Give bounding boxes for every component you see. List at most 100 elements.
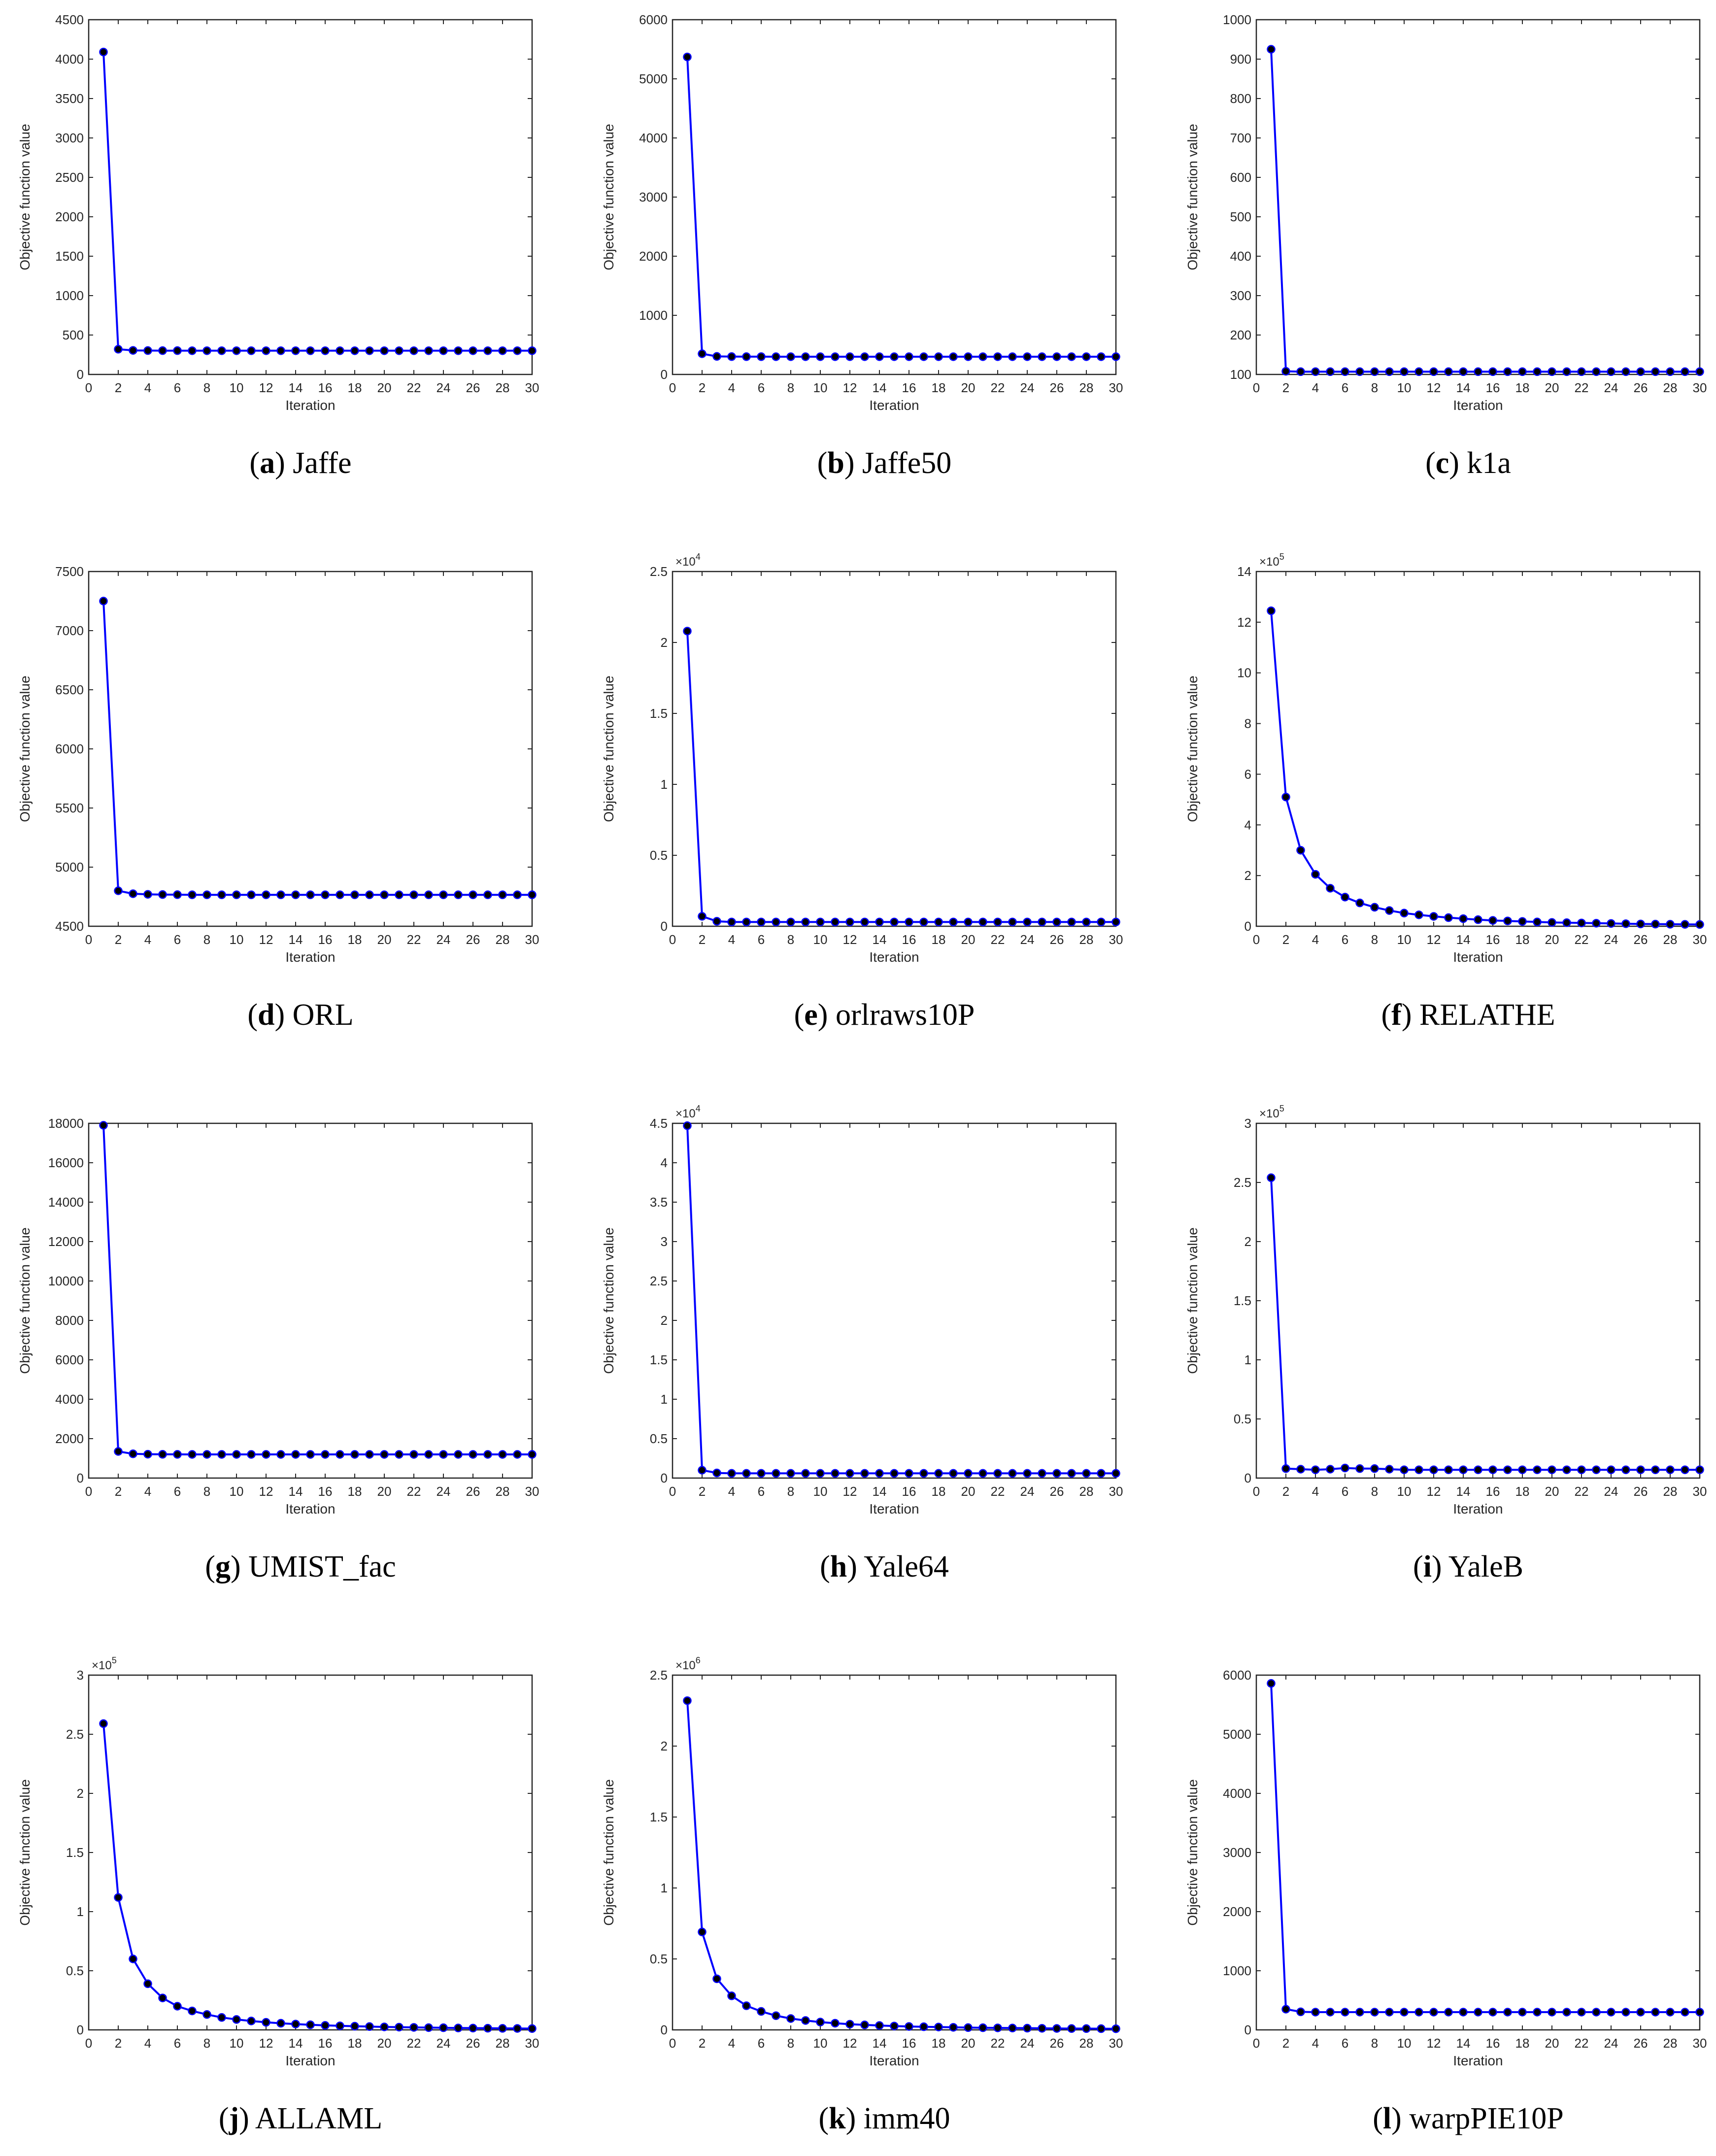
x-axis-label: Iteration bbox=[1453, 949, 1503, 965]
x-tick-label: 18 bbox=[932, 2036, 946, 2051]
x-tick-label: 14 bbox=[289, 932, 303, 947]
data-point bbox=[919, 1469, 928, 1478]
y-axis-label: Objective function value bbox=[17, 124, 33, 270]
y-tick-label: 3000 bbox=[55, 131, 84, 145]
y-tick-label: 2.5 bbox=[1234, 1175, 1251, 1190]
x-tick-label: 0 bbox=[1253, 932, 1260, 947]
x-tick-label: 30 bbox=[1693, 932, 1707, 947]
panel-caption: (b) Jaffe50 bbox=[817, 446, 952, 480]
x-tick-label: 24 bbox=[437, 1484, 451, 1499]
y-tick-label: 0.5 bbox=[1234, 1412, 1251, 1426]
y-tick-label: 6500 bbox=[55, 682, 84, 697]
x-tick-label: 0 bbox=[669, 380, 676, 395]
x-tick-label: 18 bbox=[348, 932, 362, 947]
y-axis-label: Objective function value bbox=[1185, 1779, 1200, 1925]
data-point bbox=[217, 1450, 226, 1459]
data-point bbox=[1296, 845, 1305, 855]
y-tick-label: 500 bbox=[63, 328, 84, 342]
data-point bbox=[1636, 2008, 1645, 2017]
data-point bbox=[439, 890, 448, 899]
panel-caption: (f) RELATHE bbox=[1381, 998, 1555, 1032]
caption-title: YaleB bbox=[1448, 1550, 1523, 1583]
caption-paren-open: ( bbox=[247, 998, 258, 1032]
y-tick-label: 5500 bbox=[55, 801, 84, 815]
data-point bbox=[513, 1450, 522, 1459]
data-point bbox=[1311, 367, 1320, 376]
data-point bbox=[306, 890, 315, 899]
data-point bbox=[1681, 2008, 1689, 2017]
x-tick-label: 10 bbox=[230, 380, 244, 395]
data-point bbox=[1607, 919, 1615, 928]
x-tick-label: 26 bbox=[1050, 932, 1064, 947]
y-tick-label: 1.5 bbox=[1234, 1293, 1251, 1308]
x-tick-label: 0 bbox=[85, 932, 92, 947]
data-point bbox=[173, 1450, 182, 1459]
x-tick-label: 24 bbox=[437, 2036, 451, 2051]
x-tick-label: 2 bbox=[699, 932, 706, 947]
y-tick-label: 800 bbox=[1230, 91, 1251, 106]
x-tick-label: 8 bbox=[787, 380, 794, 395]
data-point bbox=[232, 2015, 241, 2024]
data-point bbox=[1429, 367, 1438, 376]
panel-caption: (e) orlraws10P bbox=[794, 998, 975, 1032]
data-point bbox=[978, 2023, 987, 2032]
data-point bbox=[513, 2024, 522, 2033]
x-tick-label: 8 bbox=[203, 2036, 210, 2051]
data-point bbox=[1067, 917, 1076, 927]
data-point bbox=[993, 352, 1002, 361]
y-tick-label: 1 bbox=[77, 1904, 84, 1919]
x-tick-label: 6 bbox=[174, 932, 181, 947]
data-point bbox=[816, 917, 825, 927]
y-axis-label: Objective function value bbox=[17, 1227, 33, 1374]
data-point bbox=[321, 2021, 330, 2030]
y-tick-label: 4000 bbox=[55, 1392, 84, 1407]
data-point bbox=[202, 346, 211, 355]
y-tick-label: 2.5 bbox=[650, 564, 668, 579]
y-tick-label: 2000 bbox=[55, 1431, 84, 1446]
data-point bbox=[683, 1121, 692, 1130]
x-tick-label: 14 bbox=[1456, 380, 1471, 395]
data-point bbox=[262, 1450, 270, 1459]
y-tick-label: 8000 bbox=[55, 1313, 84, 1328]
x-tick-label: 16 bbox=[1486, 1484, 1500, 1499]
data-point bbox=[336, 890, 344, 899]
data-point bbox=[528, 346, 537, 355]
data-point bbox=[454, 890, 463, 899]
x-tick-label: 16 bbox=[318, 932, 333, 947]
x-tick-label: 8 bbox=[787, 1484, 794, 1499]
x-tick-label: 0 bbox=[1253, 380, 1260, 395]
x-tick-label: 22 bbox=[991, 380, 1005, 395]
y-axis-label: Objective function value bbox=[17, 1779, 33, 1925]
y-tick-label: 0 bbox=[77, 1471, 84, 1485]
data-point bbox=[114, 1447, 123, 1456]
data-point bbox=[1326, 1465, 1335, 1474]
caption-letter: k bbox=[829, 2102, 846, 2135]
data-point bbox=[1607, 367, 1615, 376]
data-point bbox=[262, 2018, 270, 2027]
data-point bbox=[202, 2010, 211, 2019]
data-point bbox=[1370, 1464, 1379, 1473]
y-axis-label: Objective function value bbox=[601, 1227, 616, 1374]
caption-letter: l bbox=[1383, 2102, 1391, 2135]
data-point bbox=[498, 890, 507, 899]
x-tick-label: 6 bbox=[1342, 380, 1348, 395]
data-point bbox=[1429, 912, 1438, 921]
caption-paren-open: ( bbox=[1381, 998, 1392, 1032]
data-point bbox=[350, 1450, 359, 1459]
data-point bbox=[1533, 1465, 1542, 1474]
caption-paren-close: ) bbox=[1391, 2102, 1409, 2135]
x-tick-label: 14 bbox=[873, 932, 887, 947]
data-point bbox=[757, 352, 766, 361]
data-point bbox=[1267, 1173, 1276, 1182]
caption-paren-close: ) bbox=[239, 2102, 255, 2135]
y-tick-label: 3500 bbox=[55, 91, 84, 106]
x-tick-label: 14 bbox=[873, 1484, 887, 1499]
y-tick-label: 3.5 bbox=[650, 1195, 668, 1210]
y-tick-label: 2 bbox=[661, 635, 668, 650]
x-tick-label: 20 bbox=[961, 380, 976, 395]
x-tick-label: 10 bbox=[813, 1484, 828, 1499]
data-point bbox=[1533, 917, 1542, 927]
x-tick-label: 16 bbox=[1486, 932, 1500, 947]
y-tick-label: 8 bbox=[1245, 716, 1251, 731]
y-tick-label: 1000 bbox=[1223, 1963, 1251, 1978]
